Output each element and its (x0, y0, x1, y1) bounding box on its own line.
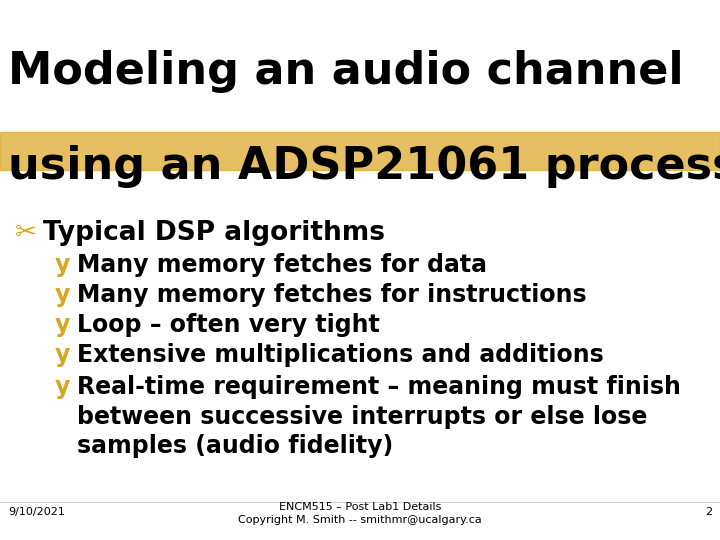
Text: 9/10/2021: 9/10/2021 (8, 507, 65, 517)
Text: Real-time requirement – meaning must finish
between successive interrupts or els: Real-time requirement – meaning must fin… (77, 375, 681, 458)
Text: ✂: ✂ (15, 220, 37, 246)
Text: Extensive multiplications and additions: Extensive multiplications and additions (77, 343, 604, 367)
Text: Typical DSP algorithms: Typical DSP algorithms (43, 220, 385, 246)
Bar (0, 132, 720, 170)
Text: y: y (55, 375, 71, 399)
Text: y: y (55, 343, 71, 367)
Text: Many memory fetches for instructions: Many memory fetches for instructions (77, 283, 587, 307)
Text: y: y (55, 283, 71, 307)
Text: Copyright M. Smith -- smithmr@ucalgary.ca: Copyright M. Smith -- smithmr@ucalgary.c… (238, 515, 482, 525)
Text: Modeling an audio channel: Modeling an audio channel (8, 50, 683, 93)
Text: y: y (55, 313, 71, 337)
Text: Loop – often very tight: Loop – often very tight (77, 313, 379, 337)
Text: ENCM515 – Post Lab1 Details: ENCM515 – Post Lab1 Details (279, 502, 441, 512)
Text: Many memory fetches for data: Many memory fetches for data (77, 253, 487, 277)
Text: using an ADSP21061 processor: using an ADSP21061 processor (8, 145, 720, 188)
Text: y: y (55, 253, 71, 277)
Text: 2: 2 (705, 507, 712, 517)
